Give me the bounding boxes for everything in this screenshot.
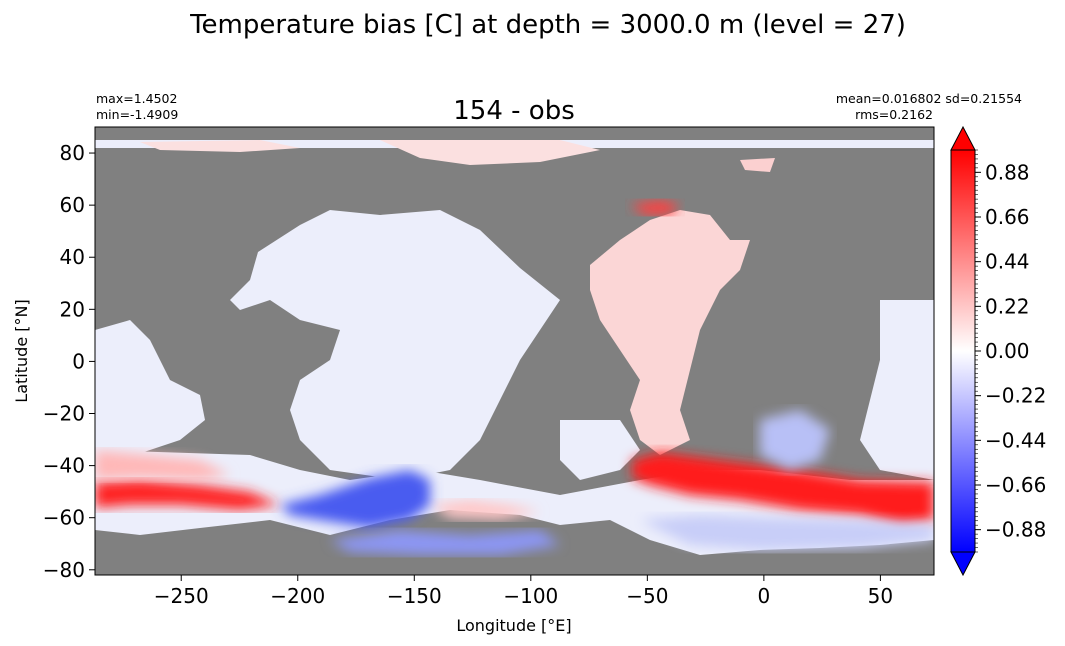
arctic-pink <box>140 140 300 152</box>
colorbar-body <box>950 149 976 553</box>
x-tick-label: −250 <box>154 584 209 608</box>
colorbar: 0.88 0.66 0.44 0.22 0.00 −0.22 −0.44 −0.66 −0.88 <box>950 125 1046 577</box>
colorbar-tick-label: 0.44 <box>985 250 1030 274</box>
colorbar-extend-high <box>950 125 976 151</box>
axes-title: 154 - obs <box>453 96 575 126</box>
x-tick-label: −50 <box>626 584 668 608</box>
y-axis: 80 60 40 20 0 −20 −40 −60 −80 <box>43 141 95 582</box>
x-tick-label: 0 <box>758 584 771 608</box>
colorbar-tick-label: 0.00 <box>985 339 1030 363</box>
colorbar-tick-label: 0.88 <box>985 160 1030 184</box>
x-axis: −250 −200 −150 −100 −50 0 50 <box>154 575 893 608</box>
south-pacific-pink <box>430 500 540 520</box>
x-tick-label: −150 <box>387 584 442 608</box>
x-tick-label: 50 <box>868 584 893 608</box>
colorbar-tick-label: −0.44 <box>985 428 1046 452</box>
y-tick-label: 20 <box>60 297 85 321</box>
arctic-pink-2 <box>380 140 600 165</box>
y-axis-label: Latitude [°N] <box>12 299 31 402</box>
colorbar-tick-label: 0.22 <box>985 294 1030 318</box>
y-tick-label: 40 <box>60 245 85 269</box>
south-indian-pink <box>95 450 230 480</box>
south-indian-warm-band <box>95 480 280 510</box>
stat-max: max=1.4502 <box>96 91 177 106</box>
x-axis-label: Longitude [°E] <box>456 616 571 635</box>
colorbar-extend-low <box>950 551 976 577</box>
stat-min: min=-1.4909 <box>96 107 178 122</box>
south-atlantic-warm-band <box>632 452 934 525</box>
labrador-hotspot <box>630 200 680 215</box>
colorbar-tick-label: 0.66 <box>985 205 1030 229</box>
colorbar-ticks: 0.88 0.66 0.44 0.22 0.00 −0.22 −0.44 −0.66 −0.88 <box>975 160 1046 542</box>
pacific-sector-cold <box>330 530 560 555</box>
y-tick-label: −80 <box>43 558 85 582</box>
ross-sea-cold <box>280 470 430 528</box>
bias-map <box>95 127 934 575</box>
y-tick-label: 80 <box>60 141 85 165</box>
x-tick-label: −200 <box>270 584 325 608</box>
y-tick-label: −20 <box>43 402 85 426</box>
y-tick-label: −40 <box>43 454 85 478</box>
svalbard-pink <box>740 158 775 172</box>
stat-mean-sd: mean=0.016802 sd=0.21554 <box>836 91 1022 106</box>
y-tick-label: 60 <box>60 193 85 217</box>
colorbar-tick-label: −0.88 <box>985 518 1046 542</box>
atlantic-warm-region <box>590 210 750 455</box>
figure-suptitle: Temperature bias [C] at depth = 3000.0 m… <box>189 10 906 40</box>
colorbar-tick-label: −0.66 <box>985 473 1046 497</box>
stat-rms: rms=0.2162 <box>855 107 933 122</box>
y-tick-label: −60 <box>43 506 85 530</box>
colorbar-tick-label: −0.22 <box>985 384 1046 408</box>
y-tick-label: 0 <box>72 349 85 373</box>
x-tick-label: −100 <box>503 584 558 608</box>
map-frame <box>94 126 935 576</box>
indian-cold-patch <box>760 410 830 470</box>
weddell-cold <box>640 515 934 550</box>
